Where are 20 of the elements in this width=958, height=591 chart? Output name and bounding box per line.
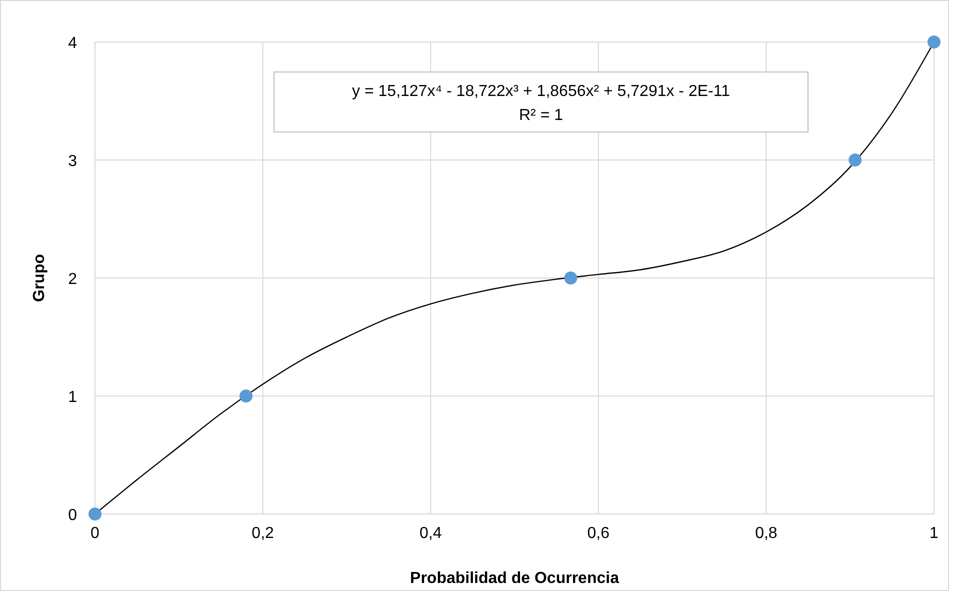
x-axis-title: Probabilidad de Ocurrencia [410, 570, 620, 587]
x-tick-label: 0 [90, 525, 100, 542]
y-tick-label: 3 [68, 153, 78, 170]
point [88, 508, 102, 520]
x-tick-label: 0,6 [587, 525, 610, 542]
y-tick-label: 2 [68, 271, 78, 288]
y-tick-label: 0 [68, 507, 78, 524]
x-tick-label: 0,8 [755, 525, 778, 542]
point [928, 36, 940, 48]
y-axis-title: Grupo [31, 254, 48, 302]
annotation: R² = 1 [518, 107, 564, 124]
x-tick-label: 1 [930, 525, 939, 542]
point [564, 272, 578, 284]
point [240, 390, 253, 402]
y-tick-label: 1 [68, 389, 78, 406]
y-tick-label: 4 [68, 35, 78, 52]
x-tick-label: 0,2 [252, 525, 274, 542]
x-tick-label: 0,4 [419, 525, 442, 542]
point [848, 154, 862, 166]
annotation: y = 15,127x⁴ - 18,722x³ + 1,8656x² + 5,7291x - 2E-11 [352, 83, 730, 100]
